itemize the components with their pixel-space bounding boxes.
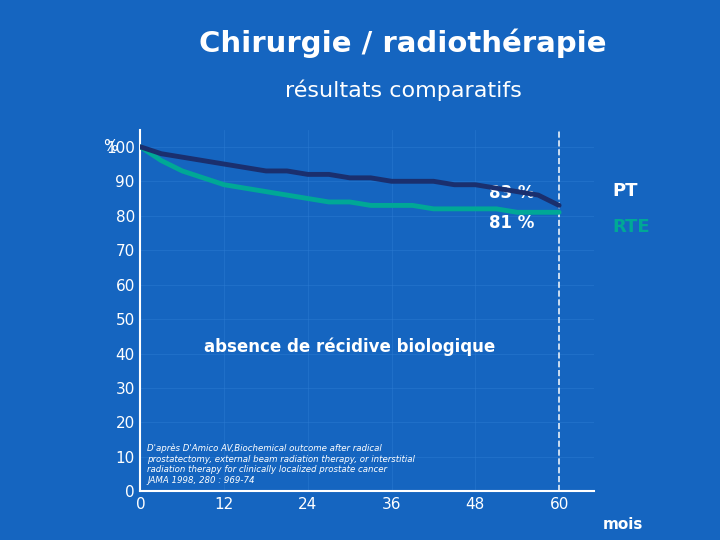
Text: D'après D'Amico AV,Biochemical outcome after radical
prostatectomy, external bea: D'après D'Amico AV,Biochemical outcome a… xyxy=(148,444,415,484)
Text: 83 %: 83 % xyxy=(489,184,535,202)
Text: 81 %: 81 % xyxy=(490,214,535,232)
Text: résultats comparatifs: résultats comparatifs xyxy=(285,80,521,102)
Text: RTE: RTE xyxy=(612,218,649,237)
Text: absence de récidive biologique: absence de récidive biologique xyxy=(204,338,495,356)
Text: PT: PT xyxy=(612,182,638,200)
Text: Chirurgie / radiothérapie: Chirurgie / radiothérapie xyxy=(199,28,607,58)
Text: %: % xyxy=(104,139,118,154)
Text: mois: mois xyxy=(603,517,644,532)
